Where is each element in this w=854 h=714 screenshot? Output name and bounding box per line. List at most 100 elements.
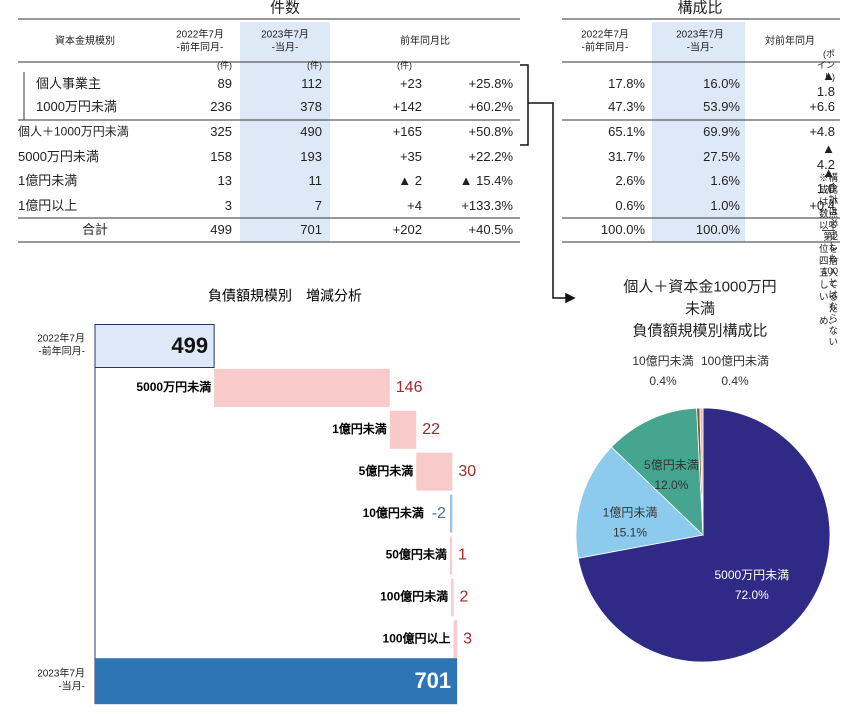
value-label: 146 (396, 379, 423, 396)
table-cell: +0.4 (809, 197, 835, 213)
table-cell: 16.0% (703, 75, 740, 91)
table-cell: 31.7% (608, 148, 645, 164)
table-cell: 53.9% (703, 98, 740, 114)
highlight-column (652, 22, 745, 242)
pie-slice (699, 407, 704, 536)
table-header: 2023年7月 -当月- (261, 29, 309, 54)
pie-slice (610, 407, 704, 536)
table-cell: 2.6% (615, 172, 645, 188)
table-cell: 13 (217, 172, 232, 188)
table-cell: ▲ 1.0 (816, 164, 835, 196)
bar (389, 410, 417, 449)
unit-label: (ポイント) (816, 49, 835, 82)
table-cell: 490 (300, 123, 322, 139)
connector (520, 64, 576, 304)
bar (95, 658, 458, 705)
unit-label: (件) (397, 60, 412, 71)
value-label: 499 (171, 333, 208, 358)
table-cell: +23 (399, 75, 422, 91)
bar (416, 452, 453, 491)
table-header: 2022年7月 -前年同月- (581, 29, 629, 54)
row-label: 1億円未満 (18, 172, 78, 188)
row-label: 5000万円未満 (18, 148, 99, 164)
chart-title: 個人＋資本金1000万円未満 負債額規模別構成比 (623, 278, 777, 339)
bar (449, 536, 452, 575)
unit-label: (件) (307, 60, 322, 71)
slice-label: 5000万円未満 (714, 568, 789, 582)
slice-label: 100億円未満 (701, 354, 769, 368)
table-cell: +50.8% (468, 123, 513, 139)
table-rules (18, 18, 840, 243)
table-cell: ▲ 15.4% (459, 172, 513, 188)
table-header: 2023年7月 -当月- (676, 29, 724, 54)
table-cell: 89 (217, 75, 232, 91)
table-cell: 701 (300, 221, 322, 237)
table-cell: 47.3% (608, 98, 645, 114)
table-cell: 112 (301, 75, 322, 91)
table-cell: 27.5% (703, 148, 740, 164)
table-cell: +142 (392, 98, 422, 114)
row-label: 個人事業主 (36, 75, 102, 91)
category-label: 10億円未満 (363, 505, 424, 520)
bar (449, 494, 453, 533)
table-cell: 11 (308, 172, 323, 188)
table-cell: +35 (399, 148, 422, 164)
table-cell: +25.8% (468, 75, 513, 91)
table-title: 構成比 (677, 0, 723, 17)
unit-label: (件) (217, 60, 232, 71)
table-cell: 193 (300, 148, 322, 164)
table-header: 対前年同月 (765, 35, 815, 47)
table-header: 2022年7月 -前年同月- (176, 29, 224, 54)
table-cell: +4.8 (809, 123, 835, 139)
highlight-column (240, 22, 330, 242)
category-label: 2022年7月 -前年同月- (37, 333, 85, 358)
table-cell: 325 (210, 123, 232, 139)
table-title: 件数 (269, 0, 301, 17)
category-label: 50億円未満 (386, 547, 447, 562)
value-label: 22 (422, 421, 440, 438)
slice-value: 72.0% (735, 588, 769, 602)
table-cell: ▲ 2 (398, 172, 422, 188)
table-cell: 69.9% (703, 123, 740, 139)
table-cell: 3 (224, 197, 232, 213)
value-label: 2 (460, 589, 469, 606)
value-label: 3 (463, 631, 472, 648)
pie-slice (575, 446, 704, 559)
table-cell: 7 (314, 197, 322, 213)
table-cell: +60.2% (468, 98, 513, 114)
pie-slice (577, 407, 831, 663)
slice-value: 0.4% (649, 374, 677, 388)
bar (453, 620, 458, 659)
category-label: 100億円未満 (380, 589, 448, 604)
chart-title: 負債額規模別 増減分析 (208, 288, 362, 304)
table-header: 資本金規模別 (55, 35, 115, 47)
table-cell: 378 (300, 98, 322, 114)
table-cell: ― (822, 221, 835, 237)
value-label: 701 (414, 668, 451, 693)
table-cell: 17.8% (608, 75, 645, 91)
slice-value: 12.0% (654, 478, 688, 492)
table-cell: +40.5% (468, 221, 513, 237)
bar (214, 368, 390, 407)
table-cell: +133.3% (461, 197, 513, 213)
table-cell: 0.6% (615, 197, 645, 213)
table-cell: +22.2% (468, 148, 513, 164)
row-label: 1000万円未満 (36, 98, 117, 114)
row-label: 1億円以上 (18, 197, 78, 213)
table-cell: 100.0% (600, 221, 645, 237)
category-label: 5億円未満 (359, 463, 414, 478)
slice-value: 0.4% (721, 374, 749, 388)
slice-label: 10億円未満 (632, 354, 693, 368)
table-cell: +4 (407, 197, 422, 213)
table-cell: ▲ 4.2 (816, 140, 835, 172)
row-label: 合計 (81, 221, 109, 237)
table-cell: ▲ 1.8 (816, 67, 835, 99)
table-cell: 236 (210, 98, 232, 114)
note: 合計は必ずしも100とはならない (822, 182, 838, 349)
category-label: 100億円以上 (383, 630, 451, 645)
table-cell: +202 (392, 221, 422, 237)
table-cell: 65.1% (608, 123, 645, 139)
category-label: 1億円未満 (332, 421, 387, 436)
